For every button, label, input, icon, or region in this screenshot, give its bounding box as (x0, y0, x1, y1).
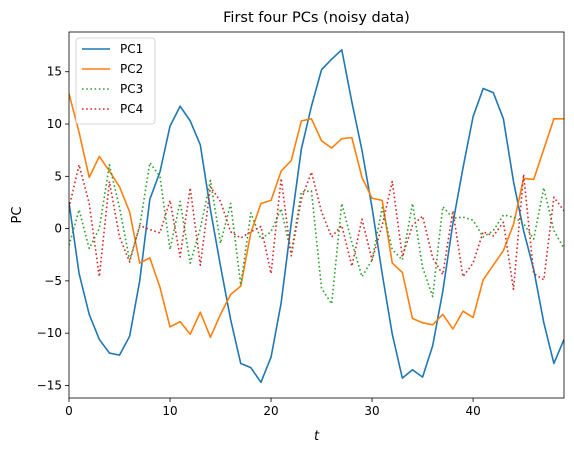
series-line-pc4 (69, 164, 564, 291)
series-line-pc2 (69, 93, 564, 339)
y-tick-label: −10 (37, 326, 62, 340)
x-axis-ticks: 0 10 20 30 40 (65, 398, 481, 418)
y-axis-label: PC (10, 207, 25, 224)
y-axis-ticks: −15 −10 −5 0 5 10 15 (37, 65, 69, 392)
y-tick-label: 5 (54, 169, 62, 183)
y-tick-label: 15 (47, 65, 62, 79)
y-tick-label: −15 (37, 378, 62, 392)
legend: PC1 PC2 PC3 PC4 (75, 37, 156, 125)
series-line-pc3 (69, 161, 564, 305)
x-tick-label: 0 (65, 404, 73, 418)
y-tick-label: 10 (47, 117, 62, 131)
x-tick-label: 10 (162, 404, 177, 418)
legend-label-pc1: PC1 (120, 42, 143, 56)
x-tick-label: 20 (263, 404, 278, 418)
legend-label-pc4: PC4 (120, 102, 143, 116)
plot-series (69, 48, 564, 384)
y-tick-label: −5 (44, 274, 62, 288)
y-tick-label: 0 (54, 222, 62, 236)
x-axis-label: t (314, 429, 320, 444)
legend-label-pc3: PC3 (120, 82, 143, 96)
x-tick-label: 40 (465, 404, 480, 418)
x-tick-label: 30 (364, 404, 379, 418)
legend-label-pc2: PC2 (120, 62, 143, 76)
legend-box (75, 37, 156, 125)
plot-frame (68, 31, 565, 399)
series-line-pc1 (69, 48, 564, 384)
chart-title: First four PCs (noisy data) (223, 10, 410, 26)
